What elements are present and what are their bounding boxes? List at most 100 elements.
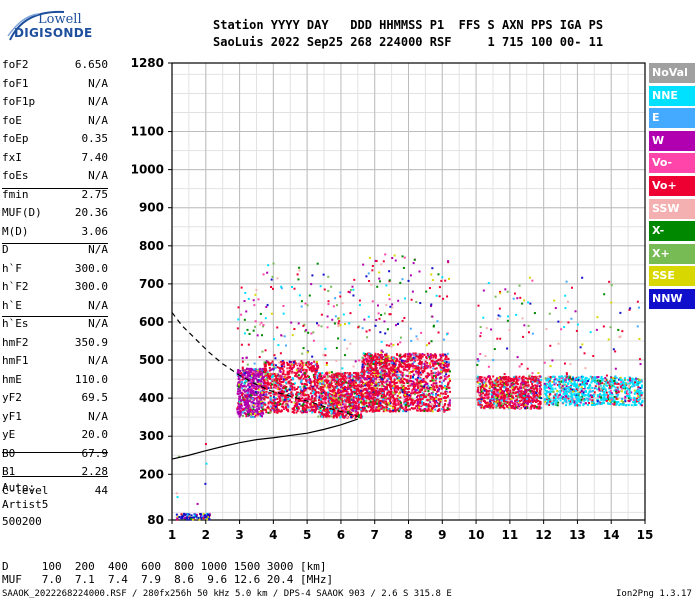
echo-point	[351, 403, 354, 406]
echo-point	[256, 380, 259, 383]
echo-point	[381, 367, 384, 370]
echo-point	[373, 370, 376, 373]
echo-point	[252, 387, 255, 390]
echo-point	[365, 387, 368, 390]
echo-point	[354, 382, 357, 385]
echo-point	[440, 279, 443, 282]
echo-point	[263, 380, 266, 383]
echo-point	[366, 374, 369, 377]
echo-point	[371, 269, 374, 272]
echo-point	[381, 358, 384, 361]
echo-point	[412, 262, 415, 265]
echo-point	[313, 403, 316, 406]
echo-point	[387, 397, 390, 400]
echo-point	[354, 360, 357, 363]
echo-point	[272, 338, 275, 341]
echo-point	[365, 397, 368, 400]
echo-point	[307, 331, 310, 334]
echo-point	[371, 410, 374, 413]
echo-point	[388, 403, 391, 406]
echo-point	[396, 375, 399, 378]
echo-point	[250, 413, 253, 416]
echo-point	[386, 328, 389, 331]
echo-point	[332, 396, 335, 399]
echo-point	[433, 404, 436, 407]
echo-point	[319, 398, 322, 401]
echo-point	[301, 405, 304, 408]
echo-point	[404, 399, 407, 402]
echo-point	[439, 366, 442, 369]
echo-point	[280, 377, 283, 380]
echo-point	[370, 373, 373, 376]
echo-point	[278, 361, 281, 364]
echo-point	[331, 406, 334, 409]
echo-point	[394, 259, 397, 262]
echo-point	[374, 355, 377, 358]
echo-point	[391, 368, 394, 371]
echo-point	[316, 384, 319, 387]
echo-point	[332, 390, 335, 393]
echo-point	[367, 393, 370, 396]
echo-point	[329, 389, 332, 392]
echo-point	[303, 323, 306, 326]
echo-point	[296, 393, 299, 396]
echo-point	[444, 385, 447, 388]
echo-point	[264, 382, 267, 385]
echo-point	[357, 403, 360, 406]
echo-point	[511, 406, 514, 409]
echo-point	[414, 367, 417, 370]
echo-point	[245, 356, 248, 359]
echo-point	[251, 413, 254, 416]
echo-point	[327, 393, 330, 396]
echo-point	[252, 406, 255, 409]
scaled-parameters-panel: foF2 6.650 foF1 N/A foF1p N/A foE N/A foEp 0.35 fx…	[2, 56, 108, 500]
echo-point	[320, 386, 323, 389]
echo-point	[428, 387, 431, 390]
echo-point	[297, 398, 300, 401]
echo-point	[380, 404, 383, 407]
echo-point	[336, 410, 339, 413]
echo-point	[379, 377, 382, 380]
echo-point	[397, 407, 400, 410]
echo-point	[316, 382, 319, 385]
echo-point	[271, 275, 274, 278]
echo-point	[354, 388, 357, 391]
echo-point	[348, 403, 351, 406]
echo-point	[311, 389, 314, 392]
echo-point	[358, 390, 361, 393]
echo-point	[389, 392, 392, 395]
echo-point	[266, 304, 269, 307]
echo-point	[378, 404, 381, 407]
echo-point	[415, 382, 418, 385]
echo-point	[388, 313, 391, 316]
echo-point	[371, 388, 374, 391]
echo-point	[397, 398, 400, 401]
echo-point	[330, 371, 333, 374]
echo-point	[314, 399, 317, 402]
echo-point	[366, 391, 369, 394]
echo-point	[359, 374, 362, 377]
echo-point	[442, 392, 445, 395]
echo-point	[364, 377, 367, 380]
echo-point	[278, 401, 281, 404]
echo-point	[260, 406, 263, 409]
echo-point	[264, 373, 267, 376]
echo-point	[274, 409, 277, 412]
x-tick-label: 9	[438, 528, 446, 542]
echo-point	[324, 414, 327, 417]
echo-point	[300, 380, 303, 383]
echo-point	[390, 356, 393, 359]
param-row: h`F2 300.0	[2, 278, 108, 297]
echo-point	[242, 369, 245, 372]
echo-point	[365, 395, 368, 398]
echo-point	[387, 355, 390, 358]
echo-point	[281, 389, 284, 392]
echo-point	[266, 406, 269, 409]
echo-point	[368, 392, 371, 395]
echo-point	[309, 367, 312, 370]
echo-point	[282, 384, 285, 387]
echo-point	[288, 393, 291, 396]
echo-point	[291, 366, 294, 369]
echo-point	[436, 320, 439, 323]
echo-point	[374, 385, 377, 388]
